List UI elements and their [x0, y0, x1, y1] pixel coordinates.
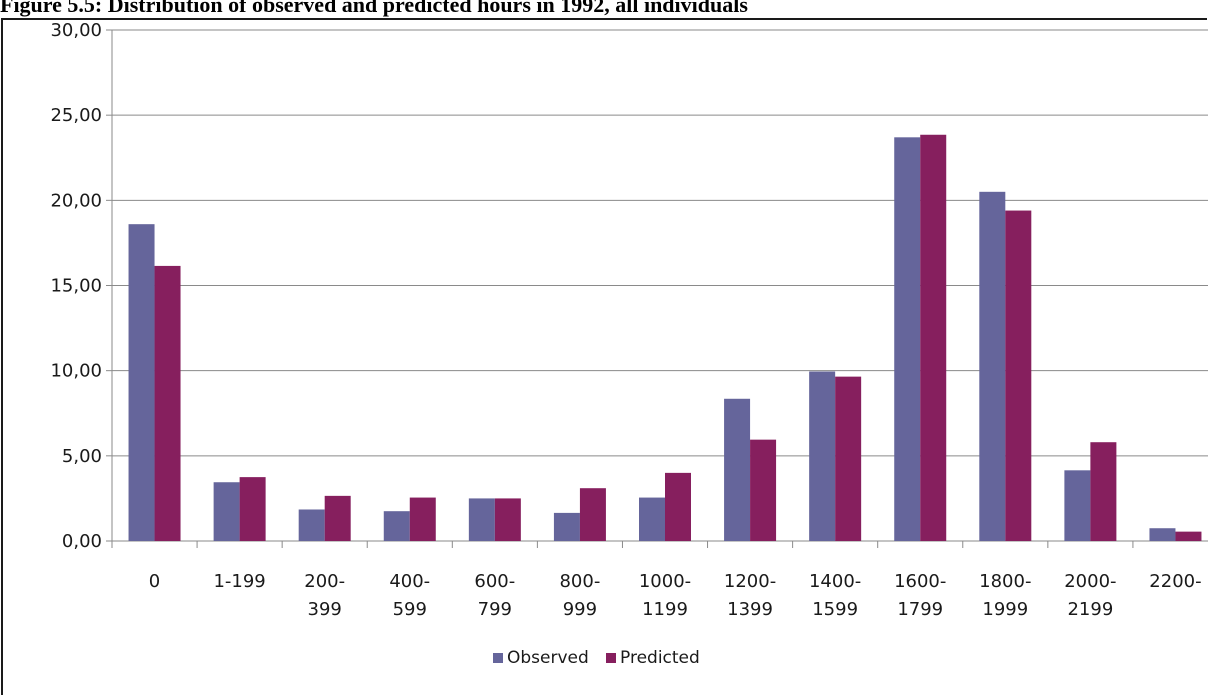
bar-predicted-3: [409, 497, 436, 541]
legend-swatch-predicted: [606, 653, 616, 663]
x-tick-label: 1-199: [213, 571, 265, 592]
tick-labels: 0,00 5,00 10,00 15,00 20,00 25,00 30,00 0 1-199 2…: [50, 20, 1201, 620]
legend-swatch-observed: [493, 653, 503, 663]
bars: [128, 134, 1202, 542]
bar-predicted-8: [835, 376, 862, 541]
bar-observed-10: [979, 191, 1006, 542]
y-tick-label: 25,00: [50, 105, 102, 126]
gridlines: [112, 29, 1208, 457]
y-tick-label: 5,00: [62, 446, 102, 467]
x-tick-label: 1200-1399: [724, 571, 776, 620]
x-tick-label: 1600-1799: [894, 571, 946, 620]
bar-predicted-9: [920, 134, 947, 541]
bar-predicted-1: [239, 477, 266, 541]
x-tick-label: 1000-1199: [639, 571, 691, 620]
x-tick-label: 0: [149, 571, 160, 592]
bar-observed-8: [809, 371, 836, 541]
chart-frame: [1, 18, 1207, 695]
bar-predicted-12: [1175, 531, 1202, 541]
y-tick-label: 0,00: [62, 531, 102, 552]
figure-title: Figure 5.5: Distribution of observed and…: [0, 0, 748, 17]
legend-label-observed: Observed: [507, 648, 589, 668]
x-tick-label: 2000-2199: [1064, 571, 1116, 620]
bar-predicted-0: [154, 265, 181, 541]
x-tick-label: 1800-1999: [979, 571, 1031, 620]
bar-observed-11: [1064, 470, 1091, 541]
bar-observed-12: [1149, 528, 1176, 541]
bar-observed-5: [553, 512, 580, 541]
bar-observed-9: [894, 137, 921, 541]
x-tick-label: 2200-: [1149, 571, 1201, 592]
bar-predicted-4: [494, 498, 521, 541]
bar-observed-2: [298, 509, 325, 541]
bar-observed-7: [724, 398, 751, 541]
legend-label-predicted: Predicted: [620, 648, 700, 668]
bar-observed-3: [383, 511, 410, 541]
x-tick-label: 800-999: [559, 571, 600, 620]
bar-observed-1: [213, 482, 240, 541]
axes: [106, 29, 1208, 548]
bar-predicted-10: [1005, 210, 1032, 541]
y-tick-label: 30,00: [50, 20, 102, 41]
x-tick-label: 600-799: [474, 571, 515, 620]
x-tick-label: 1400-1599: [809, 571, 861, 620]
bar-predicted-2: [324, 495, 351, 541]
bar-predicted-6: [665, 472, 691, 541]
x-tick-label: 200-399: [304, 571, 345, 620]
y-tick-label: 10,00: [50, 361, 102, 382]
x-tick-label: 400-599: [389, 571, 430, 620]
bar-predicted-5: [579, 488, 606, 541]
y-tick-label: 15,00: [50, 276, 102, 297]
y-tick-label: 20,00: [50, 190, 102, 211]
legend: Observed Predicted: [493, 648, 700, 668]
bar-predicted-11: [1090, 442, 1117, 541]
bar-observed-0: [128, 224, 155, 541]
bar-predicted-7: [750, 439, 777, 541]
bar-observed-4: [468, 498, 495, 541]
bar-observed-6: [639, 497, 665, 541]
